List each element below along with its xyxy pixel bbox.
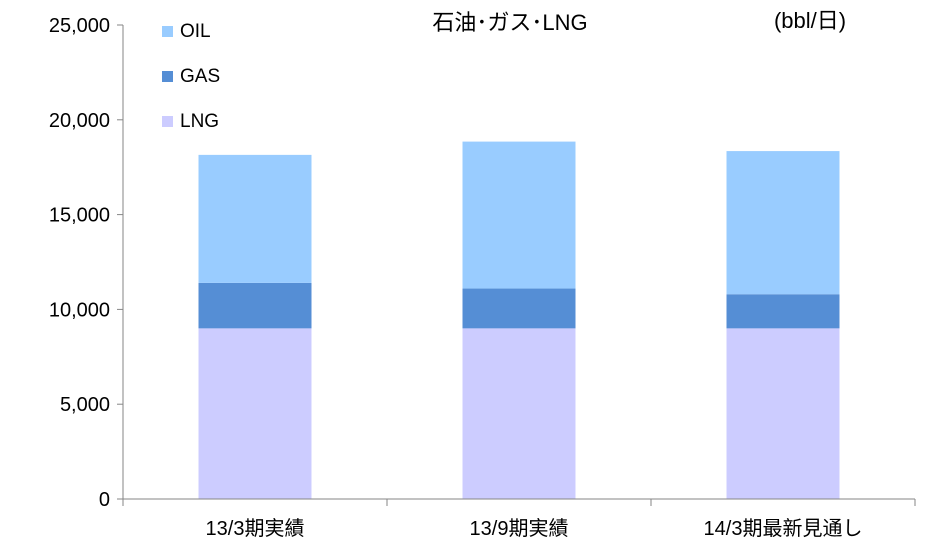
legend-swatch-lng [162, 116, 173, 127]
legend-swatch-gas [162, 71, 173, 82]
legend-label-gas: GAS [180, 66, 220, 87]
unit-label: (bbl/日) [774, 8, 846, 33]
legend-label-oil: OIL [180, 21, 211, 42]
y-tick-label: 25,000 [49, 15, 110, 37]
legend-swatch-oil [162, 26, 173, 37]
bars-group [198, 141, 840, 499]
bar-gas-3 [726, 294, 840, 329]
y-tick-label: 10,000 [49, 299, 110, 321]
bar-lng-1 [198, 328, 312, 499]
x-category-label: 13/9期実績 [470, 517, 569, 540]
bar-lng-2 [462, 328, 576, 499]
bar-gas-1 [198, 282, 312, 329]
legend-label-lng: LNG [180, 111, 219, 132]
y-tick-label: 5,000 [60, 394, 110, 416]
bar-oil-2 [462, 141, 576, 289]
bar-lng-3 [726, 328, 840, 499]
y-tick-label: 15,000 [49, 205, 110, 227]
axes-group [122, 25, 916, 506]
y-tick-label: 0 [99, 489, 110, 511]
x-categories-group: 13/3期実績 13/9期実績 14/3期最新見通し [206, 517, 863, 540]
x-category-label: 13/3期実績 [206, 517, 305, 540]
bar-oil-3 [726, 151, 840, 295]
chart-title: 石油･ガス･LNG [432, 10, 587, 35]
x-category-label: 14/3期最新見通し [704, 517, 863, 540]
bar-gas-2 [462, 288, 576, 329]
legend: OIL GAS LNG [162, 21, 220, 132]
bar-oil-1 [198, 154, 312, 283]
y-tick-label: 20,000 [49, 110, 110, 132]
y-ticks-group: 0 5,000 10,000 15,000 20,000 25,000 [49, 15, 123, 511]
